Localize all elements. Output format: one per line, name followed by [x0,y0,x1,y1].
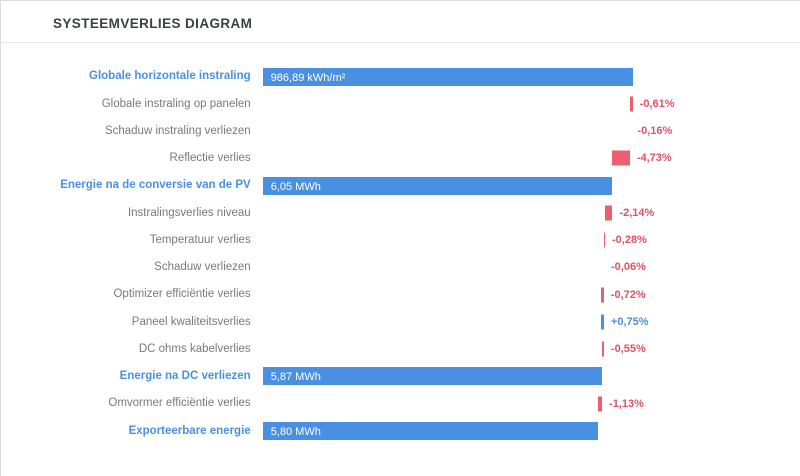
bar-area: -2,14% [263,199,800,226]
bar-area: 6,05 MWh [262,172,800,199]
chart-row: Schaduw verliezen -0,06% [1,254,800,281]
bar-value-label: 6,05 MWh [270,180,321,193]
chart-row: Energie na de conversie van de PV 6,05 MW… [1,172,800,199]
row-label: Optimizer efficiëntie verlies [113,288,251,301]
bar-loss [604,205,613,221]
row-label: Omvormer efficiëntie verlies [108,397,251,410]
bar-loss [602,341,604,357]
value-label: -0,06% [611,261,646,274]
systeemverlies-chart: Globale horizontale instraling 986,89 kWh… [1,43,800,445]
chart-row: Optimizer efficiëntie verlies -0,72% [1,281,800,308]
chart-row: Schaduw instraling verliezen -0,16% [1,118,800,145]
header-divider [1,42,800,43]
row-label: Schaduw instraling verliezen [104,124,251,137]
value-label: -0,72% [610,288,646,301]
chart-row: Omvormer efficiëntie verlies -1,13% [1,390,800,417]
row-label: Reflectie verlies [169,152,251,165]
bar-main: 5,87 MWh [262,367,603,386]
row-label: DC ohms kabelverlies [138,342,251,355]
page-title: SYSTEEMVERLIES DIAGRAM [53,16,253,31]
chart-row: Energie na DC verliezen 5,87 MWh [1,363,800,390]
chart-row: Temperatuur verlies -0,28% [1,227,800,254]
chart-row: Globale instraling op panelen -0,61% [1,90,800,117]
card-header: SYSTEEMVERLIES DIAGRAM [1,1,800,42]
bar-loss [630,96,633,112]
value-label: -4,73% [636,152,672,165]
bar-loss [612,150,630,166]
value-label: -0,28% [611,234,647,247]
row-label: Globale horizontale instraling [89,70,251,83]
bar-area: 986,89 kWh/m² [262,63,800,90]
row-label: Exporteerbare energie [128,424,251,437]
bar-area: -0,16% [263,118,800,145]
row-label: Energie na de conversie van de PV [60,179,251,192]
bar-main: 6,05 MWh [262,176,613,195]
bar-area: 5,80 MWh [262,417,800,444]
bar-gain [601,314,604,330]
bar-area: -4,73% [263,145,800,172]
chart-row: Reflectie verlies -4,73% [1,145,800,172]
chart-rows: Globale horizontale instraling 986,89 kWh… [1,63,800,445]
bar-area: +0,75% [263,308,800,335]
bar-loss [601,287,604,303]
bar-value-label: 5,87 MWh [270,371,321,384]
row-label: Globale instraling op panelen [101,97,251,110]
chart-row: Paneel kwaliteitsverlies +0,75% [1,308,800,335]
value-label: -2,14% [619,206,655,219]
value-label: -0,61% [639,97,675,110]
bar-main: 986,89 kWh/m² [262,67,633,86]
bar-area: -0,06% [263,254,800,281]
value-label: +0,75% [610,315,649,328]
bar-value-label: 5,80 MWh [270,425,321,438]
value-label: -0,16% [637,125,673,138]
bar-value-label: 986,89 kWh/m² [270,71,346,84]
bar-area: -0,55% [263,336,800,363]
row-label: Energie na DC verliezen [119,370,251,383]
bar-area: -1,13% [263,390,800,417]
bar-area: -0,61% [263,90,800,117]
row-label: Instralingsverlies niveau [127,206,251,219]
bar-main: 5,80 MWh [262,421,599,440]
bar-loss [604,232,606,248]
value-label: -1,13% [609,397,644,410]
value-label: -0,55% [610,343,646,356]
bar-area: 5,87 MWh [262,363,800,390]
row-label: Temperatuur verlies [149,233,251,246]
row-label: Schaduw verliezen [154,261,251,274]
chart-row: Instralingsverlies niveau -2,14% [1,199,800,226]
chart-row: DC ohms kabelverlies -0,55% [1,336,800,363]
chart-row: Exporteerbare energie 5,80 MWh [1,417,800,444]
row-label: Paneel kwaliteitsverlies [131,315,251,328]
bar-loss [598,396,603,412]
bar-area: -0,72% [263,281,800,308]
chart-row: Globale horizontale instraling 986,89 kWh… [1,63,800,90]
bar-area: -0,28% [263,227,800,254]
